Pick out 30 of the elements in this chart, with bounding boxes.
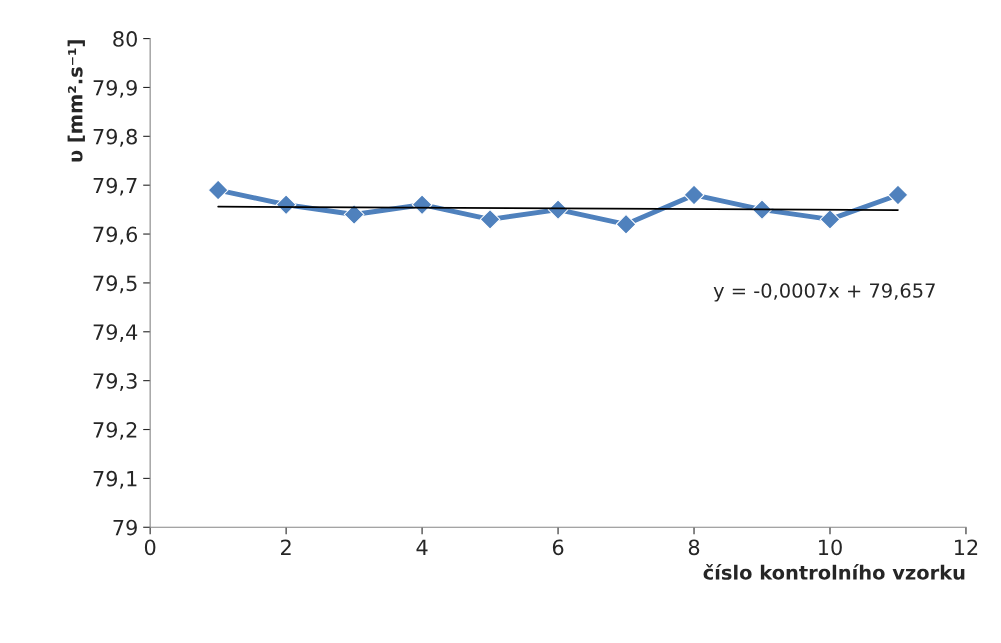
point: [207, 179, 229, 201]
y-tick-label: 80: [113, 31, 137, 47]
y-tick-label: 79,8: [93, 128, 137, 147]
x-tick-label: 4: [416, 539, 428, 555]
y-tick-label: 79,7: [93, 177, 137, 196]
y-tick-label: 79,3: [93, 373, 137, 391]
x-tick-label: 8: [688, 539, 700, 556]
y-tick-label: 79,2: [93, 421, 137, 440]
y-tick-label: 79,4: [93, 324, 138, 343]
y-tick-label: 79,6: [93, 226, 138, 245]
y-axis-title: υ [mm².s⁻¹]: [67, 40, 85, 162]
y-tick-label: 79,1: [93, 470, 137, 489]
point: [819, 209, 841, 230]
x-tick-label: 10: [819, 539, 842, 556]
x-tick-label: 0: [144, 539, 156, 556]
point: [615, 213, 637, 235]
y-tick-label: 79,9: [93, 79, 137, 98]
y-tick-label: 79: [113, 519, 137, 536]
annotation: y = -0,0007x + 79,657: [713, 283, 935, 302]
point: [683, 184, 705, 206]
x-tick-label: 12: [955, 539, 978, 555]
point: [887, 184, 909, 206]
x-tick-label: 2: [281, 539, 291, 555]
x-tick-label: 6: [552, 539, 564, 556]
x-axis-title: číslo kontrolního vzorku: [703, 564, 965, 580]
point: [751, 199, 773, 220]
y-tick-label: 79,5: [93, 275, 137, 294]
point: [547, 199, 569, 220]
point: [479, 209, 501, 230]
point: [343, 204, 365, 225]
